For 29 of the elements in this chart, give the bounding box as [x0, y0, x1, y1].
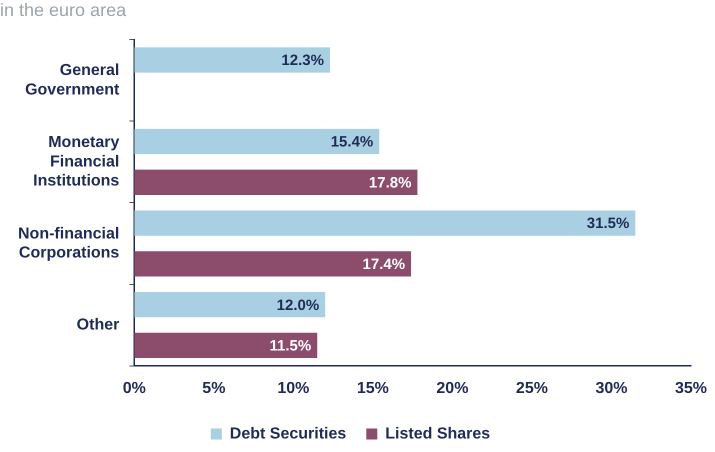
bar [134, 251, 412, 277]
data-label: 11.5% [270, 338, 312, 355]
data-label: 17.4% [362, 256, 406, 274]
y-tick-label: General Government [25, 62, 120, 98]
x-tick-label: 5% [202, 380, 226, 397]
chart-title: in the euro area [0, 0, 126, 20]
x-tick-label: 30% [595, 380, 628, 397]
bar [134, 210, 636, 236]
legend-label: Debt Securities [230, 425, 346, 442]
data-label: 12.0% [276, 296, 320, 314]
data-label: 15.4% [330, 134, 374, 151]
x-tick-label: 35% [674, 380, 708, 397]
bar [134, 170, 418, 195]
bar [134, 292, 326, 318]
data-label: 17.8% [368, 174, 412, 192]
x-tick-label: 0% [122, 380, 146, 397]
x-tick-label: 25% [516, 380, 548, 397]
bar [134, 332, 318, 358]
y-tick-label: Monetary Financial Institutions [33, 134, 120, 190]
x-tick-label: 10% [277, 380, 310, 397]
y-tick-label: Non-financial Corporations [18, 225, 120, 262]
y-tick-label: Other [76, 316, 120, 334]
data-label: 31.5% [586, 215, 630, 232]
legend-label: Listed Shares [385, 425, 490, 442]
x-tick-label: 20% [436, 380, 468, 397]
x-tick-label: 15% [356, 380, 389, 397]
data-label: 12.3% [281, 52, 324, 70]
bar [134, 128, 380, 154]
bar [134, 47, 330, 73]
